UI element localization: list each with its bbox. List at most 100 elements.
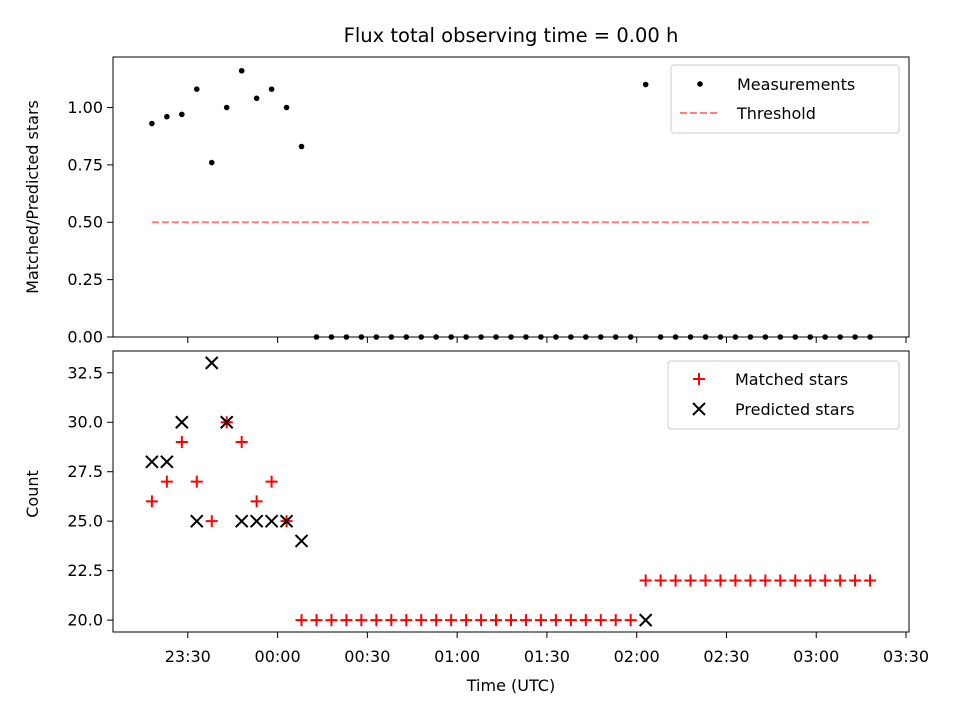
- matched-star-point: [250, 495, 263, 508]
- measurement-point: [822, 334, 829, 340]
- predicted-star-point: [279, 514, 294, 528]
- bottom-series: [145, 356, 877, 627]
- measurement-point: [627, 334, 634, 340]
- top-y-ticks: 0.00 0.25 0.50 0.75 1.00: [67, 98, 113, 347]
- matched-star-point: [205, 515, 218, 528]
- matched-star-point: [385, 614, 398, 627]
- bottom-ytick-label: 22.5: [67, 561, 103, 580]
- top-series: [149, 67, 873, 340]
- matched-star-point: [235, 436, 248, 449]
- top-ytick-label: 0.00: [67, 328, 103, 347]
- measurement-point: [837, 334, 843, 340]
- bottom-xtick-label: 02:00: [614, 647, 660, 666]
- matched-star-point: [475, 614, 488, 627]
- matched-star-point: [759, 574, 772, 587]
- matched-star-point: [594, 614, 607, 627]
- predicted-star-point: [175, 415, 189, 429]
- top-panel: 0.00 0.25 0.50 0.75 1.00 Matched/Predicted s…: [23, 56, 910, 347]
- matched-star-point: [400, 614, 413, 627]
- top-ytick-label: 1.00: [67, 98, 103, 117]
- bottom-ytick-label: 27.5: [67, 462, 103, 481]
- measurement-point: [747, 334, 754, 340]
- matched-star-point: [804, 574, 817, 587]
- bottom-xtick-label: 01:30: [524, 647, 570, 666]
- predicted-star-point: [160, 455, 174, 469]
- measurement-point: [493, 334, 499, 340]
- legend-marker-predicted: [692, 402, 706, 416]
- matched-star-point: [609, 614, 622, 627]
- bottom-xtick-label: 23:30: [165, 647, 211, 666]
- matched-star-point: [699, 574, 712, 587]
- bottom-y-axis-label: Count: [23, 470, 42, 518]
- measurement-point: [448, 334, 454, 340]
- bottom-legend: Matched stars Predicted stars: [667, 360, 900, 430]
- matched-star-point: [549, 614, 562, 627]
- measurement-point: [268, 86, 275, 92]
- matched-star-point: [624, 614, 637, 627]
- measurement-point: [538, 334, 544, 340]
- measurement-point: [193, 86, 200, 92]
- legend-label-threshold: Threshold: [736, 104, 816, 123]
- matched-star-point: [744, 574, 757, 587]
- measurement-point: [208, 159, 215, 166]
- measurement-point: [553, 334, 559, 340]
- measurement-point: [343, 334, 350, 340]
- matched-star-point: [490, 614, 503, 627]
- matched-star-point: [564, 614, 577, 627]
- matched-star-point: [295, 614, 308, 627]
- bottom-ytick-label: 25.0: [67, 512, 103, 531]
- matched-star-point: [430, 614, 443, 627]
- bottom-xtick-label: 02:30: [703, 647, 749, 666]
- measurement-point: [867, 334, 873, 340]
- matched-star-point: [684, 574, 697, 587]
- matched-star-point: [265, 475, 278, 488]
- top-ytick-label: 0.25: [67, 270, 103, 289]
- bottom-ytick-label: 20.0: [67, 611, 103, 630]
- matched-star-point: [654, 574, 667, 587]
- bottom-panel: 20.0 22.5 25.0 27.5 30.0 32.5 23:30 00:00 00:30…: [23, 350, 929, 695]
- measurement-point: [373, 334, 380, 340]
- measurement-point: [687, 334, 694, 340]
- measurement-point: [463, 334, 469, 340]
- legend-label-matched: Matched stars: [735, 370, 848, 389]
- measurement-point: [298, 143, 305, 150]
- matched-star-point: [355, 614, 368, 627]
- measurement-point: [583, 334, 589, 340]
- matched-star-point: [534, 614, 547, 627]
- predicted-star-point: [249, 514, 264, 528]
- matched-star-point: [579, 614, 592, 627]
- measurement-point: [732, 334, 739, 340]
- predicted-star-point: [294, 534, 309, 548]
- measurement-point: [478, 334, 484, 340]
- matched-star-point: [519, 614, 532, 627]
- bottom-xtick-label: 03:30: [883, 647, 929, 666]
- matched-star-point: [714, 574, 727, 587]
- bottom-xtick-label: 00:30: [344, 647, 390, 666]
- measurement-point: [358, 334, 365, 340]
- matched-star-point: [340, 614, 353, 627]
- measurement-point: [328, 334, 335, 340]
- matched-star-point: [819, 574, 832, 587]
- predicted-star-point: [264, 514, 279, 528]
- measurement-point: [313, 334, 320, 340]
- top-ytick-label: 0.75: [67, 155, 103, 174]
- matched-star-point: [774, 574, 787, 587]
- legend-marker-measurements: [697, 81, 703, 87]
- matched-star-point: [190, 475, 203, 488]
- bottom-y-ticks: 20.0 22.5 25.0 27.5 30.0 32.5: [67, 363, 113, 630]
- measurement-point: [508, 334, 514, 340]
- chart-title: Flux total observing time = 0.00 h: [344, 24, 679, 47]
- matched-star-point: [415, 614, 428, 627]
- legend-label-predicted: Predicted stars: [735, 400, 855, 419]
- matched-star-point: [639, 574, 652, 587]
- matched-star-point: [864, 574, 877, 587]
- matched-star-point: [669, 574, 682, 587]
- bottom-x-ticks: 23:30 00:00 00:30 01:00 01:30 02:00 02:30 03:00…: [165, 632, 929, 666]
- predicted-star-point: [205, 356, 219, 370]
- x-axis-label: Time (UTC): [466, 676, 555, 695]
- measurement-point: [223, 104, 230, 111]
- matched-star-point: [789, 574, 802, 587]
- measurement-point: [642, 81, 649, 88]
- bottom-ytick-label: 30.0: [67, 413, 103, 432]
